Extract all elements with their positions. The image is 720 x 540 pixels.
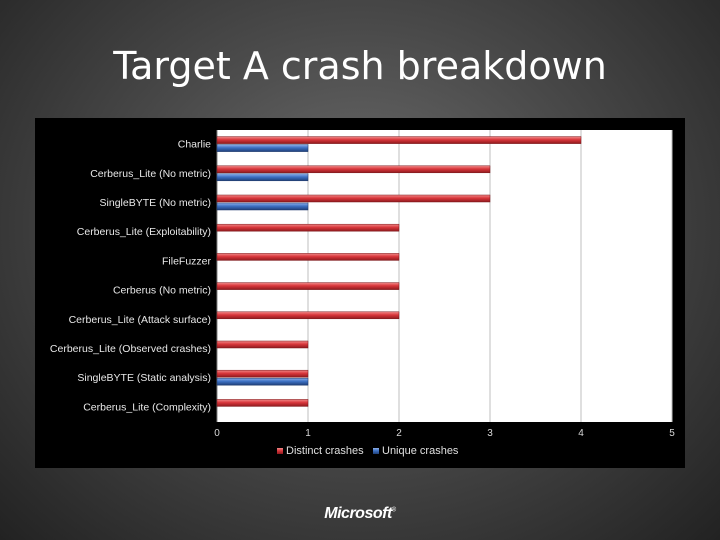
chart-frame: Charlie Cerberus_Lite (No metric) SingleBY…: [35, 118, 685, 468]
legend-swatch: [373, 448, 379, 454]
bar-distinct-crashes: [216, 194, 491, 203]
category-label: Cerberus_Lite (Exploitability): [77, 226, 211, 238]
legend-label: Distinct crashes: [286, 445, 364, 457]
bar-distinct-crashes: [216, 136, 582, 144]
category-label: Cerberus_Lite (Complexity): [83, 401, 211, 413]
bar-distinct-crashes: [216, 340, 309, 349]
x-tick-label: 3: [487, 428, 493, 439]
bar-distinct-crashes: [216, 311, 400, 320]
category-label: FileFuzzer: [162, 255, 212, 267]
bars: [216, 136, 582, 407]
x-tick-label: 5: [669, 428, 675, 439]
x-tick-labels: 0 1 2 3 4 5: [214, 428, 675, 439]
x-tick-label: 1: [305, 428, 311, 439]
x-tick-label: 0: [214, 428, 220, 439]
bar-unique-crashes: [216, 173, 309, 182]
bar-unique-crashes: [216, 202, 309, 211]
x-tick-label: 2: [396, 428, 402, 439]
legend-label: Unique crashes: [382, 445, 459, 457]
x-tick-label: 4: [578, 428, 584, 439]
category-label: Cerberus_Lite (Observed crashes): [50, 343, 211, 355]
bar-unique-crashes: [216, 377, 309, 386]
bar-distinct-crashes: [216, 369, 309, 378]
microsoft-logo: Microsoft®: [324, 505, 396, 522]
bar-distinct-crashes: [216, 282, 400, 290]
category-label: Cerberus (No metric): [113, 285, 211, 297]
category-labels: Charlie Cerberus_Lite (No metric) SingleBY…: [50, 139, 212, 414]
legend: Distinct crashes Unique crashes: [277, 445, 459, 457]
bar-distinct-crashes: [216, 165, 491, 174]
category-label: SingleBYTE (No metric): [100, 197, 211, 209]
legend-swatch: [277, 448, 283, 454]
bar-distinct-crashes: [216, 253, 400, 261]
bar-distinct-crashes: [216, 223, 400, 232]
category-label: Charlie: [178, 139, 211, 151]
bar-distinct-crashes: [216, 399, 309, 407]
slide-title: Target A crash breakdown: [113, 44, 607, 88]
category-label: Cerberus_Lite (No metric): [90, 168, 211, 180]
crash-breakdown-chart: Charlie Cerberus_Lite (No metric) SingleBY…: [50, 130, 675, 457]
category-label: SingleBYTE (Static analysis): [77, 372, 211, 384]
bar-unique-crashes: [216, 144, 309, 152]
category-label: Cerberus_Lite (Attack surface): [69, 314, 211, 326]
